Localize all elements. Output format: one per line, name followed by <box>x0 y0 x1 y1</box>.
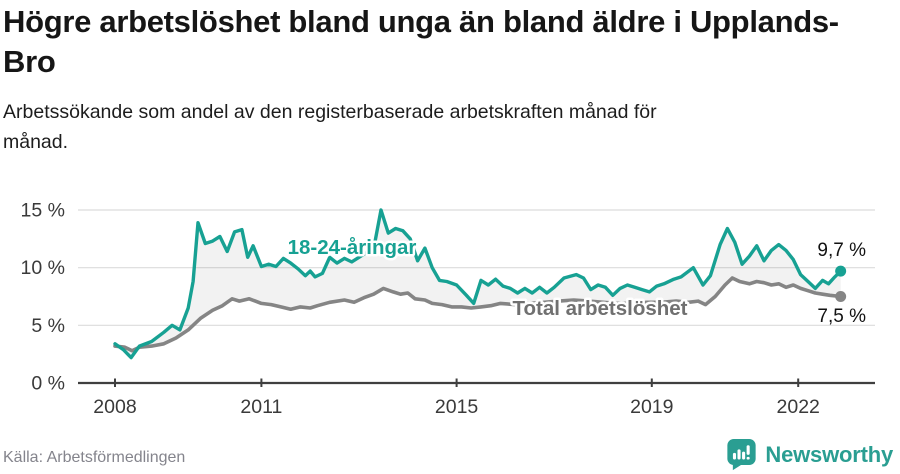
x-tick-label: 2015 <box>435 396 479 418</box>
young-series-label: 18-24-åringar <box>288 236 417 259</box>
young-end-value-label: 9,7 % <box>817 240 866 261</box>
total-series-label: Total arbetslöshet <box>512 297 687 320</box>
y-tick-label: 5 % <box>31 315 65 337</box>
source-note: Källa: Arbetsförmedlingen <box>3 449 186 466</box>
x-tick-label: 2022 <box>777 396 820 418</box>
newsworthy-logo: Newsworthy <box>726 438 893 471</box>
y-tick-label: 10 % <box>21 257 65 279</box>
young-total-gap-area <box>115 210 841 358</box>
y-tick-label: 15 % <box>21 200 65 222</box>
young-end-dot <box>835 265 847 277</box>
total-end-dot <box>835 291 847 303</box>
bar-chart-speech-bubble-icon <box>727 439 757 471</box>
chart-title: Högre arbetslöshet bland unga än bland ä… <box>3 4 839 79</box>
unemployment-line-chart: 18-24-åringar Total arbetslöshet 9,7 % 7,5 … <box>21 200 875 418</box>
total-line <box>113 276 843 353</box>
chart-subtitle: Arbetssökande som andel av den registerb… <box>3 101 657 153</box>
total-end-value-label: 7,5 % <box>817 306 866 327</box>
brand-wordmark: Newsworthy <box>765 441 893 467</box>
x-tick-label: 2011 <box>240 396 282 418</box>
young-line <box>113 208 843 360</box>
y-tick-label: 0 % <box>31 373 65 395</box>
x-tick-label: 2008 <box>93 396 136 418</box>
x-tick-label: 2019 <box>630 396 673 418</box>
